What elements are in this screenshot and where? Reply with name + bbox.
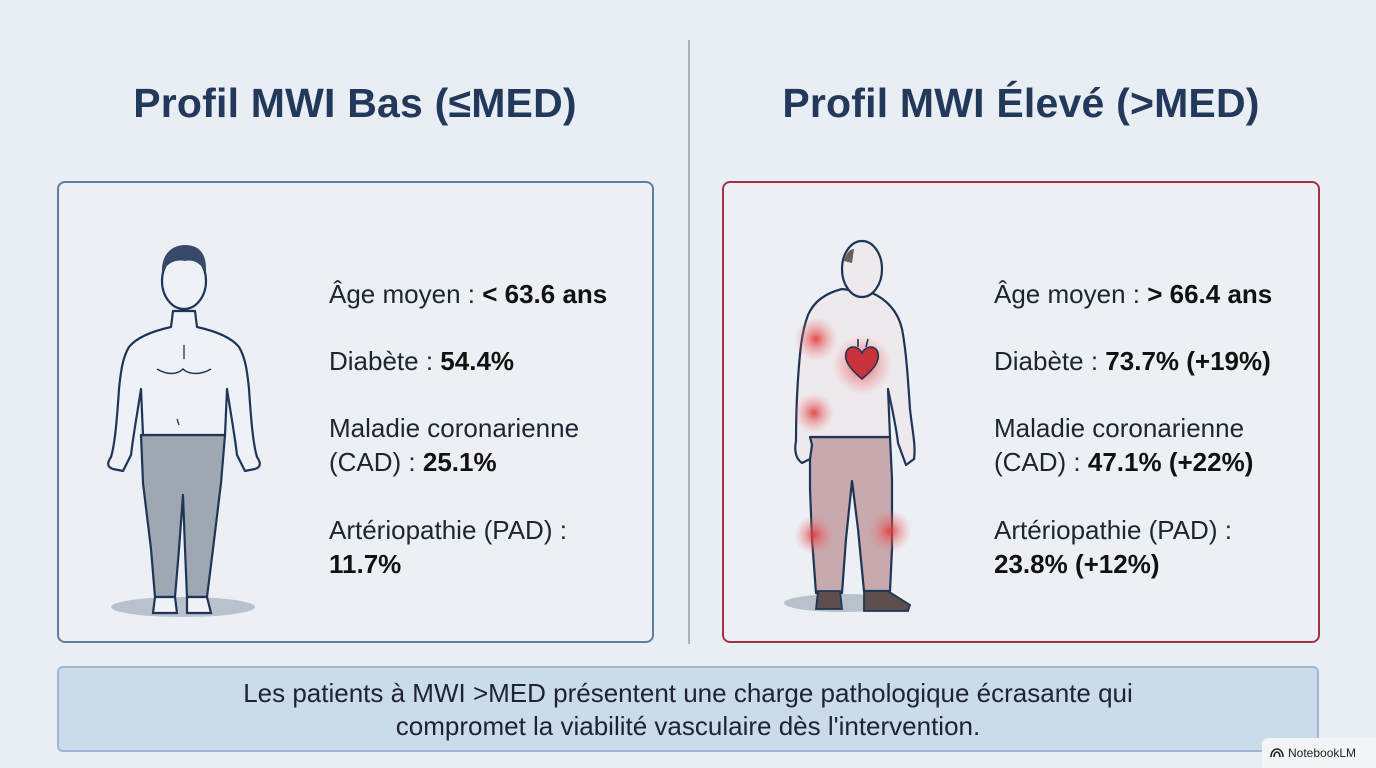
center-divider xyxy=(688,40,690,644)
pad-stat: Artériopathie (PAD) :11.7% xyxy=(329,515,567,579)
diabetes-stat: Diabète : 73.7% (+19%) xyxy=(994,346,1271,376)
healthy-person-icon xyxy=(97,219,337,619)
cad-stat: Maladie coronarienne (CAD) : 47.1% (+22%) xyxy=(994,413,1254,477)
diabetes-stat: Diabète : 54.4% xyxy=(329,346,515,376)
right-profile-title: Profil MWI Élevé (>MED) xyxy=(782,80,1260,126)
sick-elderly-person-icon xyxy=(780,219,940,619)
low-mwi-panel: Âge moyen : < 63.6 ans Diabète : 54.4% M… xyxy=(57,181,654,643)
age-stat: Âge moyen : > 66.4 ans xyxy=(994,279,1273,309)
pad-stat: Artériopathie (PAD) :23.8% (+12%) xyxy=(994,515,1232,579)
high-mwi-panel: Âge moyen : > 66.4 ans Diabète : 73.7% (… xyxy=(722,181,1320,643)
conclusion-banner: Les patients à MWI >MED présentent une c… xyxy=(57,666,1319,752)
conclusion-line-1: Les patients à MWI >MED présentent une c… xyxy=(243,678,1133,708)
age-stat: Âge moyen : < 63.6 ans xyxy=(329,279,608,309)
notebooklm-logo-icon xyxy=(1270,748,1284,758)
conclusion-line-2: compromet la viabilité vasculaire dès l'… xyxy=(395,711,981,741)
left-profile-title: Profil MWI Bas (≤MED) xyxy=(133,80,577,126)
cad-stat: Maladie coronarienne (CAD) : 25.1% xyxy=(329,413,580,477)
notebooklm-watermark: NotebookLM xyxy=(1262,738,1376,768)
